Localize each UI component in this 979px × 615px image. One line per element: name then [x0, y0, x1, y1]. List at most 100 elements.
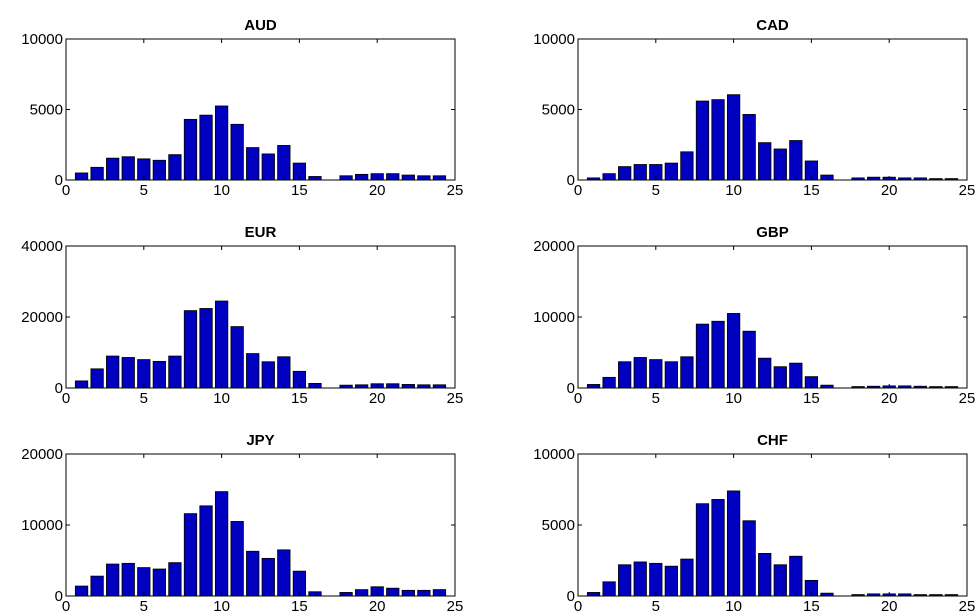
chart-title: EUR — [245, 224, 277, 241]
histogram-bar — [214, 105, 229, 181]
histogram-bar — [695, 323, 710, 389]
histogram-bar — [602, 173, 616, 181]
x-tick-label: 20 — [369, 598, 386, 615]
histogram-bar — [602, 581, 616, 597]
chart-title: CHF — [757, 432, 788, 449]
x-tick-label: 10 — [725, 182, 742, 199]
histogram-bar — [199, 114, 213, 181]
chart-panel-4: GBP 0 5 10 15 20 25 0 10000 20000 — [533, 224, 975, 407]
histogram-bar — [742, 114, 756, 181]
x-tick-label: 20 — [369, 182, 386, 199]
y-tick-label: 0 — [567, 380, 575, 397]
y-tick-label: 0 — [55, 380, 63, 397]
histogram-bar — [90, 166, 104, 181]
histogram-bar — [417, 175, 431, 181]
x-tick-label: 25 — [447, 390, 464, 407]
x-tick-label: 5 — [140, 390, 148, 407]
histogram-bar — [168, 355, 182, 389]
histogram-bar — [386, 173, 400, 181]
histogram-bar — [214, 300, 229, 389]
x-tick-label: 25 — [959, 390, 976, 407]
histogram-bar — [633, 357, 647, 389]
histogram-bar — [386, 587, 400, 597]
x-tick-label: 15 — [291, 390, 308, 407]
chart-title: GBP — [756, 224, 789, 241]
histogram-bar — [726, 313, 741, 389]
x-tick-label: 0 — [574, 390, 582, 407]
x-tick-label: 10 — [725, 598, 742, 615]
histogram-bar — [680, 356, 694, 389]
histogram-bar — [183, 118, 198, 181]
axes-frame — [577, 38, 968, 181]
histogram-bar — [820, 174, 834, 181]
x-tick-label: 5 — [140, 598, 148, 615]
histogram-bar — [417, 589, 431, 597]
histogram-bar — [758, 142, 772, 181]
histogram-bar — [680, 558, 694, 597]
y-tick-label: 10000 — [21, 31, 63, 48]
histogram-bar — [742, 520, 756, 597]
histogram-bar — [355, 589, 369, 597]
histogram-bar — [214, 491, 229, 597]
x-tick-label: 0 — [574, 182, 582, 199]
histogram-bar — [121, 562, 135, 597]
histogram-bar — [649, 562, 663, 597]
chart-title: AUD — [244, 17, 277, 34]
histogram-bar — [758, 357, 772, 389]
x-tick-label: 5 — [652, 390, 660, 407]
y-tick-label: 20000 — [21, 309, 63, 326]
histogram-bar — [742, 330, 756, 389]
histogram-bar — [246, 353, 260, 389]
histogram-bar — [199, 308, 213, 389]
chart-panel-6: CHF 0 5 10 15 20 25 0 5000 10000 — [533, 432, 975, 615]
histogram-bar — [773, 148, 787, 181]
histogram-bar — [246, 147, 260, 181]
histogram-bar — [355, 173, 369, 181]
histogram-bar — [633, 561, 647, 597]
histogram-bar — [168, 154, 182, 181]
chart-panel-3: EUR 0 5 10 15 20 25 0 20000 40000 — [21, 224, 463, 407]
histogram-bar — [789, 140, 803, 181]
histogram-bar — [199, 505, 213, 597]
histogram-bar — [261, 153, 275, 181]
histogram-bar — [401, 384, 415, 389]
histogram-bar — [106, 563, 120, 597]
histogram-bar — [386, 383, 400, 389]
chart-panel-1: AUD 0 5 10 15 20 25 0 5000 10000 — [21, 17, 463, 199]
histogram-bar — [695, 503, 710, 597]
y-tick-label: 5000 — [30, 102, 63, 119]
histogram-bar — [618, 564, 632, 597]
x-tick-label: 10 — [213, 598, 230, 615]
histogram-bar — [308, 591, 322, 597]
histogram-bar — [277, 145, 291, 181]
x-tick-label: 10 — [725, 390, 742, 407]
x-tick-label: 20 — [881, 390, 898, 407]
histogram-bar — [261, 361, 275, 389]
x-tick-label: 25 — [447, 182, 464, 199]
y-tick-label: 10000 — [533, 31, 575, 48]
x-tick-label: 25 — [959, 598, 976, 615]
x-tick-label: 20 — [881, 598, 898, 615]
histogram-bar — [711, 99, 725, 181]
x-tick-label: 25 — [959, 182, 976, 199]
x-tick-label: 5 — [140, 182, 148, 199]
histogram-bar — [152, 360, 166, 389]
histogram-bar — [74, 585, 89, 597]
histogram-bar — [152, 159, 166, 181]
x-tick-label: 15 — [803, 182, 820, 199]
histogram-bar — [664, 565, 678, 597]
histogram-bar — [106, 355, 120, 389]
histogram-bar — [401, 589, 415, 597]
y-tick-label: 0 — [55, 172, 63, 189]
histogram-bar — [711, 320, 725, 389]
x-tick-label: 10 — [213, 182, 230, 199]
histogram-bar — [308, 176, 322, 181]
histogram-bar — [152, 568, 166, 597]
x-tick-label: 15 — [291, 182, 308, 199]
y-tick-label: 40000 — [21, 238, 63, 255]
x-tick-label: 0 — [62, 182, 70, 199]
histogram-bar — [183, 513, 198, 597]
histogram-bar — [664, 361, 678, 389]
y-tick-label: 0 — [567, 172, 575, 189]
y-tick-label: 0 — [567, 588, 575, 605]
